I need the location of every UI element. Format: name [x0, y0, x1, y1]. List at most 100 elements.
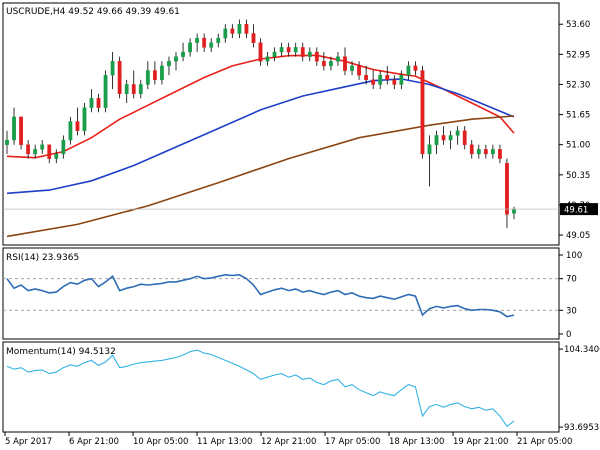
price-y-tick-label: 52.30 — [566, 80, 590, 90]
momentum-y-tick-label: 104.3406 — [564, 345, 600, 355]
price-y-tick-label: 53.60 — [566, 20, 590, 30]
candle — [406, 61, 411, 80]
candle-body-bear — [251, 33, 256, 43]
candle-body-bull — [82, 107, 87, 131]
candle — [96, 93, 101, 113]
candle-body-bull — [476, 149, 481, 155]
candle-body-bear — [152, 70, 157, 81]
candle-body-bull — [216, 37, 221, 43]
candle-body-bear — [19, 116, 23, 145]
current-price-badge — [560, 203, 598, 216]
candle — [237, 19, 242, 39]
rsi-chart-header: RSI(14) 23.9365 — [6, 253, 79, 263]
candle — [19, 116, 23, 150]
candle-body-bear — [244, 24, 249, 34]
ma-line-sma-200 — [6, 115, 515, 238]
candle-body-bull — [237, 24, 242, 34]
candle-body-bull — [110, 61, 115, 76]
candle — [117, 56, 122, 99]
candle — [420, 65, 425, 159]
candle-body-bull — [54, 153, 59, 159]
candle-body-bear — [420, 70, 425, 155]
candle — [82, 102, 87, 136]
candle — [265, 52, 270, 66]
candle-body-bull — [427, 144, 432, 155]
candle-body-bear — [202, 37, 207, 48]
candle-body-bull — [167, 61, 171, 67]
candle-body-bull — [490, 149, 495, 155]
candle-body-bear — [47, 144, 52, 159]
price-y-tick-label: 51.65 — [566, 111, 590, 121]
candle — [505, 158, 509, 229]
candle-body-bear — [469, 144, 474, 155]
candle-body-bull — [455, 130, 460, 136]
candle — [131, 70, 136, 99]
candle-body-bull — [124, 84, 129, 94]
candle-body-bull — [89, 98, 94, 108]
candle-body-bear — [498, 149, 502, 159]
candle — [47, 144, 52, 164]
candle-body-bear — [230, 28, 235, 34]
candle — [272, 47, 277, 62]
candle-body-bear — [258, 42, 263, 62]
x-tick-label: 18 Apr 13:00 — [389, 437, 444, 447]
price-chart-header: USCRUDE,H4 49.52 49.66 49.39 49.61 — [6, 7, 180, 17]
candle-body-bull — [5, 139, 9, 145]
candle-body-bull — [448, 135, 453, 141]
candle — [399, 70, 404, 90]
candle-body-bear — [364, 74, 369, 81]
candle — [314, 47, 319, 66]
candle — [26, 140, 31, 159]
candle — [413, 61, 418, 76]
candle-body-bear — [26, 144, 31, 155]
candle-body-bull — [293, 47, 298, 53]
candle — [54, 149, 59, 164]
momentum-panel-frame — [2, 341, 560, 433]
candle-body-bull — [223, 28, 228, 39]
candle-body-bear — [286, 47, 291, 53]
momentum-panel: 104.3406 93.6953 — [6, 345, 600, 433]
candle — [145, 61, 150, 90]
candle — [230, 24, 235, 39]
candle — [40, 140, 45, 154]
candle — [103, 70, 108, 113]
candle — [195, 33, 200, 53]
x-tick-label: 17 Apr 05:00 — [325, 437, 380, 447]
candle — [124, 79, 129, 103]
current-price-label: 49.61 — [564, 206, 588, 216]
candle — [138, 79, 143, 99]
candle-body-bull — [188, 42, 192, 53]
candle — [427, 135, 432, 187]
price-panel: 53.6052.9552.3051.6551.0050.3549.7049.05… — [3, 19, 598, 241]
candle — [462, 126, 467, 150]
candle-body-bull — [406, 65, 411, 76]
candle — [441, 126, 446, 145]
candle — [490, 144, 495, 159]
candle-body-bull — [272, 51, 277, 57]
price-y-tick-label: 51.00 — [566, 141, 590, 151]
candle — [68, 116, 73, 145]
candle-body-bull — [378, 74, 383, 85]
candle-body-bull — [399, 74, 404, 85]
price-y-tick-label: 52.95 — [566, 50, 590, 60]
rsi-line — [6, 273, 515, 318]
candle — [202, 33, 207, 53]
candle-body-bear — [441, 135, 446, 141]
candle-body-bear — [413, 65, 418, 71]
candle-body-bear — [343, 56, 347, 71]
candle-body-bull — [61, 139, 66, 155]
rsi-y-tick-label: 70 — [566, 275, 577, 285]
candle — [364, 65, 369, 85]
candle — [181, 42, 185, 62]
candle-body-bull — [350, 65, 354, 71]
price-y-tick-label: 49.05 — [566, 231, 590, 241]
candle-body-bull — [265, 56, 270, 62]
x-tick-label: 12 Apr 21:00 — [261, 437, 316, 447]
candle-body-bull — [336, 56, 340, 62]
candle-body-bear — [385, 74, 390, 81]
candle — [33, 144, 38, 159]
candle — [343, 47, 347, 76]
x-axis: 5 Apr 2017 6 Apr 21:00 10 Apr 05:00 11 Apr … — [4, 432, 572, 447]
x-tick-label: 21 Apr 05:00 — [517, 437, 572, 447]
